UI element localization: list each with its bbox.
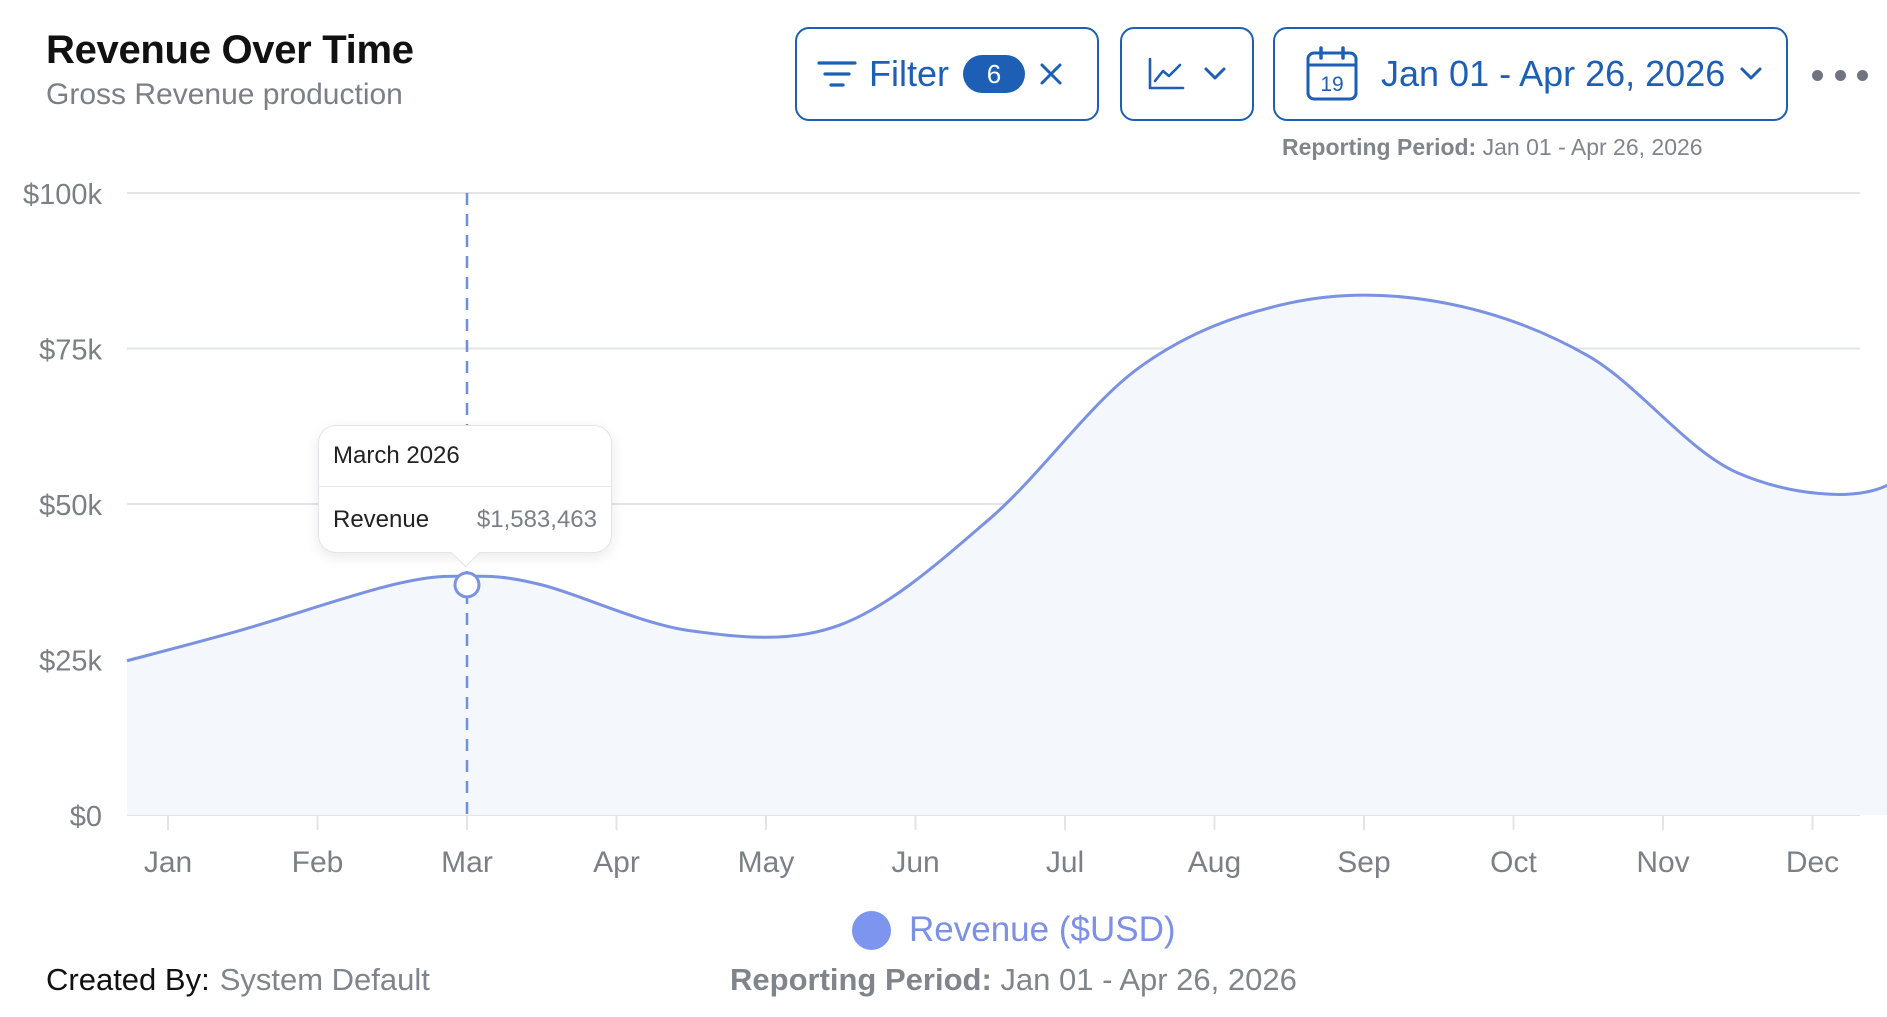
chart-tooltip: March 2026 Revenue $1,583,463 bbox=[318, 425, 612, 568]
x-tick-label: Mar bbox=[441, 846, 493, 879]
created-by-label: Created By: bbox=[46, 962, 210, 997]
x-tick-label: May bbox=[738, 846, 795, 879]
x-tick-label: Dec bbox=[1786, 846, 1839, 879]
reporting-period-value: Jan 01 - Apr 26, 2026 bbox=[1482, 134, 1703, 160]
date-range-label: Jan 01 - Apr 26, 2026 bbox=[1381, 53, 1726, 94]
y-tick-label: $75k bbox=[39, 335, 102, 367]
x-tick-label: Oct bbox=[1490, 846, 1537, 879]
revenue-area-fill bbox=[127, 295, 1887, 815]
x-tick-label: Jul bbox=[1046, 846, 1084, 879]
y-tick-label: $25k bbox=[39, 646, 102, 678]
chart-title: Revenue Over Time bbox=[46, 28, 414, 72]
filter-count-badge: 6 bbox=[963, 55, 1025, 93]
y-tick-label: $100k bbox=[23, 179, 103, 211]
calendar-day: 19 bbox=[1320, 73, 1343, 96]
filter-label: Filter bbox=[869, 53, 949, 94]
x-tick-label: Apr bbox=[593, 846, 640, 879]
line-chart-icon bbox=[1147, 57, 1185, 91]
y-axis-labels: $0 $25k $50k $75k $100k bbox=[23, 179, 103, 833]
x-tick-label: Feb bbox=[292, 846, 344, 879]
filter-icon bbox=[817, 59, 857, 89]
legend-item-revenue[interactable]: Revenue ($USD) bbox=[852, 910, 1176, 950]
date-range-button[interactable]: 19 Jan 01 - Apr 26, 2026 bbox=[1273, 27, 1788, 121]
x-tick-label: Sep bbox=[1337, 846, 1390, 879]
legend-label: Revenue ($USD) bbox=[909, 910, 1176, 949]
chevron-down-icon bbox=[1739, 66, 1763, 82]
x-tick-label: Jun bbox=[891, 846, 939, 879]
chevron-down-icon bbox=[1203, 66, 1227, 82]
highlight-point[interactable] bbox=[453, 571, 481, 599]
tooltip-title: March 2026 bbox=[319, 426, 611, 487]
x-axis-labels: Jan Feb Mar Apr May Jun Jul Aug Sep Oct Nov Dec bbox=[144, 846, 1839, 879]
y-tick-label: $50k bbox=[39, 490, 102, 522]
clear-filter-icon[interactable] bbox=[1039, 62, 1063, 86]
reporting-period-label: Reporting Period: bbox=[1282, 134, 1477, 160]
tooltip-label: Revenue bbox=[333, 506, 430, 533]
tooltip-value: $1,583,463 bbox=[476, 506, 597, 533]
reporting-period-label: Reporting Period: bbox=[730, 962, 992, 997]
reporting-period-value: Jan 01 - Apr 26, 2026 bbox=[1000, 962, 1297, 997]
revenue-series-line[interactable] bbox=[126, 293, 1887, 663]
more-options-icon[interactable] bbox=[1812, 62, 1868, 88]
reporting-period-bottom: Reporting Period: Jan 01 - Apr 26, 2026 bbox=[730, 962, 1297, 998]
x-axis-ticks bbox=[167, 815, 1814, 830]
reporting-period-top: Reporting Period: Jan 01 - Apr 26, 2026 bbox=[1282, 134, 1703, 161]
x-tick-label: Aug bbox=[1188, 846, 1241, 879]
revenue-area-chart[interactable]: $0 $25k $50k $75k $100k Jan Feb Mar Apr May Jun Ju… bbox=[0, 0, 1887, 900]
chart-type-button[interactable] bbox=[1120, 27, 1254, 121]
legend-dot bbox=[852, 910, 891, 950]
created-by-value: System Default bbox=[219, 962, 430, 997]
x-tick-label: Nov bbox=[1636, 846, 1689, 879]
filter-button[interactable]: Filter 6 bbox=[795, 27, 1099, 121]
y-tick-label: $0 bbox=[70, 801, 102, 833]
x-tick-label: Jan bbox=[144, 846, 192, 879]
chart-subtitle: Gross Revenue production bbox=[46, 78, 403, 111]
calendar-icon: 19 bbox=[1305, 46, 1359, 102]
created-by: Created By: System Default bbox=[46, 962, 430, 998]
